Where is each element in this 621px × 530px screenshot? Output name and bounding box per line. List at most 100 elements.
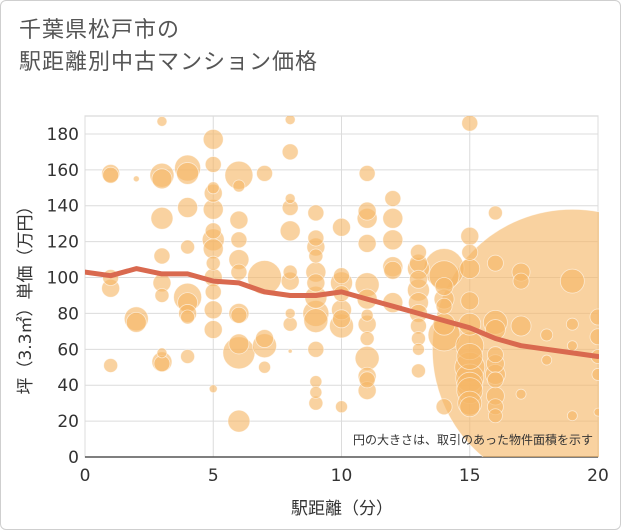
x-tick-label: 10 <box>331 466 353 486</box>
data-bubble <box>460 291 480 311</box>
data-bubble <box>256 165 273 182</box>
bubbles-layer <box>101 116 599 457</box>
data-bubble <box>176 162 200 185</box>
data-bubble <box>230 231 248 249</box>
data-bubble <box>156 347 168 359</box>
data-bubble <box>354 345 380 371</box>
data-bubble <box>132 175 140 183</box>
y-tick-label: 100 <box>47 269 79 289</box>
data-bubble <box>332 217 351 237</box>
y-tick-label: 60 <box>57 340 79 360</box>
data-bubble <box>227 409 251 433</box>
data-bubble <box>332 309 351 329</box>
data-bubble <box>382 207 404 229</box>
y-tick-label: 160 <box>47 161 79 181</box>
data-bubble <box>459 258 481 279</box>
data-bubble <box>382 229 404 251</box>
data-bubble <box>434 277 454 296</box>
data-bubble <box>565 317 579 331</box>
y-axis-label: 坪（3.3㎡）単価（万円） <box>16 197 36 394</box>
data-bubble <box>102 166 120 184</box>
data-bubble <box>230 263 248 281</box>
data-bubble <box>202 128 224 150</box>
data-bubble <box>409 269 428 289</box>
y-tick-label: 140 <box>47 197 79 217</box>
data-bubble <box>284 193 296 204</box>
data-bubble <box>282 316 298 332</box>
data-bubble <box>229 210 249 230</box>
data-bubble <box>589 328 599 346</box>
data-bubble <box>510 315 532 337</box>
data-bubble <box>486 254 504 272</box>
title-line-2: 駅距離別中古マンション価格 <box>19 50 319 75</box>
trend-line <box>85 266 599 359</box>
data-bubble <box>435 297 453 315</box>
y-tick-label: 40 <box>57 376 79 396</box>
data-bubble <box>284 308 296 319</box>
data-bubble <box>204 222 222 240</box>
data-bubble <box>591 368 599 381</box>
y-tick-label: 180 <box>47 125 79 145</box>
x-tick-label: 0 <box>80 466 91 486</box>
data-bubble <box>287 348 293 354</box>
data-bubble <box>151 168 173 190</box>
data-bubble <box>593 407 599 417</box>
y-tick-label: 0 <box>68 448 79 468</box>
data-bubble <box>180 239 196 255</box>
y-tick-label: 80 <box>57 304 79 324</box>
x-axis-label: 駅距離（分） <box>291 499 393 519</box>
data-bubble <box>309 375 323 389</box>
data-bubble <box>487 205 503 221</box>
data-bubble <box>307 204 325 222</box>
data-bubble <box>103 358 119 373</box>
data-bubble <box>456 343 484 370</box>
data-bubble <box>461 243 479 261</box>
data-bubble <box>203 320 223 339</box>
tick-labels: 0 20 40 60 80 100 120 140 160 180 0 5 10 15 20 <box>47 125 609 486</box>
data-bubble <box>589 308 599 326</box>
data-bubble <box>258 360 271 374</box>
data-bubble <box>177 197 199 218</box>
data-bubble <box>435 398 453 416</box>
data-bubble <box>411 363 426 379</box>
data-bubble <box>282 264 298 280</box>
data-bubble <box>358 371 376 389</box>
data-bubble <box>281 143 299 161</box>
data-bubble <box>383 260 403 280</box>
data-bubble <box>228 333 250 355</box>
data-bubble <box>515 388 527 400</box>
data-bubble <box>255 329 274 348</box>
data-bubble <box>232 179 246 193</box>
data-bubble <box>306 273 326 293</box>
data-bubble <box>412 342 425 356</box>
data-bubble <box>203 300 223 320</box>
data-bubble <box>559 268 585 294</box>
x-tick-label: 20 <box>587 466 609 486</box>
data-bubble <box>309 385 323 399</box>
data-bubble <box>230 306 248 324</box>
data-bubble <box>279 220 301 242</box>
data-bubble <box>360 308 374 322</box>
data-bubble <box>384 190 402 207</box>
x-tick-label: 15 <box>459 466 481 486</box>
data-bubble <box>307 229 325 247</box>
data-bubble <box>284 116 296 125</box>
title-line-1: 千葉県松戸市の <box>19 18 181 43</box>
data-bubble <box>461 116 479 132</box>
data-bubble <box>308 248 324 264</box>
data-bubble <box>486 346 504 364</box>
data-bubble <box>486 371 504 389</box>
data-bubble <box>208 384 218 394</box>
size-note: 円の大きさは、取引のあった物件面積を示す <box>353 432 593 447</box>
data-bubble <box>125 311 147 333</box>
data-bubble <box>566 410 578 422</box>
data-bubble <box>540 328 554 342</box>
data-bubble <box>487 408 503 424</box>
data-bubble <box>359 331 375 346</box>
data-bubble <box>153 247 171 265</box>
data-bubble <box>307 340 325 358</box>
data-bubble <box>541 354 553 366</box>
data-bubble <box>150 206 174 230</box>
